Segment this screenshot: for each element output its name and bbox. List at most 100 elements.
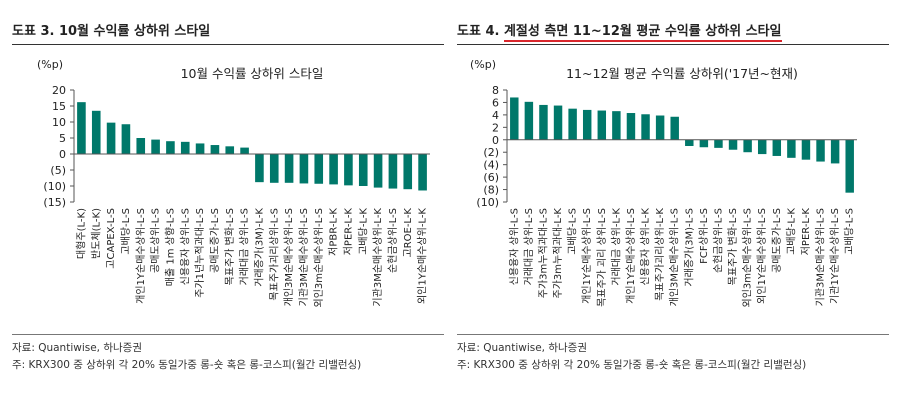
right-category-label: 거래대금 상위-L-K [609,208,622,286]
right-y-tick-label: 4 [492,109,499,122]
right-category-label: 개인1Y순매수상위-L-S [580,208,593,304]
left-bar [373,154,383,188]
left-category-label: 고배당-L-K [357,208,369,255]
left-bar [210,145,220,154]
left-bar [269,154,279,183]
left-bar [121,124,131,154]
right-category-label: 개인1Y순매수상위-L-S [624,208,637,304]
left-category-label: 순현금상위-L-S [386,208,399,273]
left-category-label: 외인3m순매수상위-L-S [312,208,325,307]
right-y-tick-label: (8) [483,184,499,197]
right-bar [612,111,621,140]
left-note-text: 주: KRX300 중 상하위 각 20% 동일가중 롱-숏 혹은 롱-코스피(… [12,359,362,371]
right-bar [655,115,665,140]
right-category-label: 목표주가 괴리 상위-L-S [595,208,608,307]
right-chart-title: 11~12월 평균 수익률 상하위('17년~현재) [566,66,798,81]
right-bar [801,139,811,160]
left-chart-title: 10월 수익률 상하위 스타일 [181,66,324,81]
right-y-tick-label: 2 [492,121,499,134]
right-y-tick-label: (6) [483,171,499,184]
right-bar-chart: 11~12월 평균 수익률 상하위('17년~현재) (%p) 86420(2)(4… [470,58,857,307]
left-bar [151,139,160,154]
right-category-label: 외인3m순매수상위-L-S [741,208,754,307]
right-bar [685,139,694,146]
left-bar [225,146,235,154]
left-bar [255,154,264,183]
left-category-label: 기관3M순매수상위-L-K [371,208,384,307]
right-y-tick-label: (2) [483,146,499,159]
left-category-label: 목표주가괴리상위-L-S [267,208,280,301]
right-y-tick-label: 0 [492,134,499,147]
left-bar [77,102,86,154]
right-source-divider [457,334,889,335]
left-y-tick-label: (10) [43,180,66,193]
left-category-label: 고배당-L-S [120,208,132,255]
right-category-label: 개인3M순매수상위-L-S [668,208,681,306]
right-bar [582,109,592,140]
right-bar [568,108,577,140]
left-bar [106,122,116,154]
right-y-unit-label: (%p) [470,58,496,71]
left-bar [403,154,413,190]
right-category-label: 고배당-L-S [844,208,856,255]
right-bar [728,139,738,150]
right-bar [757,139,767,155]
right-category-label: 목표주가 변화-L-S [727,208,739,285]
right-chart-panel: 도표 4. 계절성 측면 11~12월 평균 수익률 상하위 스타일 11~12… [457,0,889,400]
right-y-tick-label: 8 [492,84,499,97]
right-bar [816,139,825,162]
left-y-unit-label: (%p) [37,58,63,71]
left-category-label: 거래대금 상위-L-S [238,208,251,285]
right-y-tick-label: (4) [483,159,499,172]
left-chart-panel: 도표 3. 10월 수익률 상하위 스타일 10월 수익률 상하위 스타일 (%p… [12,0,444,400]
right-category-label: 주가3m누적과대-L-K [552,208,564,299]
left-category-label: 개인3M순매수상위-L-S [282,208,295,306]
right-category-label: 신용융자 상위-L-K [639,208,652,286]
right-y-tick-label: (10) [476,196,499,209]
right-bar [830,139,840,164]
left-category-label: 공매도상위-L-S [149,208,162,273]
right-title-text: 계절성 측면 11~12월 평균 수익률 상하위 스타일 [503,24,782,42]
left-category-label: 개인1Y순매수상위-L-S [134,208,147,304]
left-bar [299,154,309,184]
left-y-tick-label: 5 [59,132,66,145]
left-y-tick-label: 20 [52,84,66,97]
left-bar [314,154,324,184]
left-y-tick-label: (15) [43,196,66,209]
left-bar [136,138,146,154]
left-y-tick-label: 10 [52,116,66,129]
left-y-tick-label: 15 [52,100,66,113]
right-bar [714,139,723,148]
right-bar [641,114,650,140]
left-bar [388,154,398,189]
left-bar-chart: 10월 수익률 상하위 스타일 (%p) 20 15 10 5 0 (5) (10) (15) 대형… [37,58,430,307]
left-bar [358,154,368,186]
right-panel-title: 도표 4. 계절성 측면 11~12월 평균 수익률 상하위 스타일 [457,22,889,45]
right-category-label: 저PER-L-K [800,208,812,256]
right-bar [845,139,854,193]
left-category-label: 매출 1m 상향-L-S [164,208,176,286]
left-bar [418,154,427,191]
right-bar [772,139,782,156]
right-category-label: 고배당-L-K [785,208,797,255]
left-bar [240,147,249,154]
right-bar [524,101,534,140]
right-category-label: 거래대금 상위-L-S [522,208,535,285]
left-y-tick-label: (5) [50,164,66,177]
left-title-prefix: 도표 3. [12,24,55,39]
left-category-label: 외인1Y순매수상위-L-K [416,208,429,304]
right-category-label: 고배당-L-S [567,208,579,255]
left-y-tick-label: 0 [59,148,66,161]
left-bar [166,141,175,154]
right-bar [626,113,636,140]
left-category-label: 저PER-L-K [342,208,354,256]
right-bar [787,139,796,158]
left-bar [284,154,294,183]
left-bar [91,110,101,154]
right-y-tick-label: 6 [492,96,499,109]
right-category-label: FCF상위-L-S [697,208,710,264]
left-source-divider [12,334,444,335]
right-category-label: 기관3M순매수상위-L-S [814,208,827,306]
right-bar [743,139,752,153]
right-category-label: 외인1Y순매수상위-L-S [755,208,768,304]
